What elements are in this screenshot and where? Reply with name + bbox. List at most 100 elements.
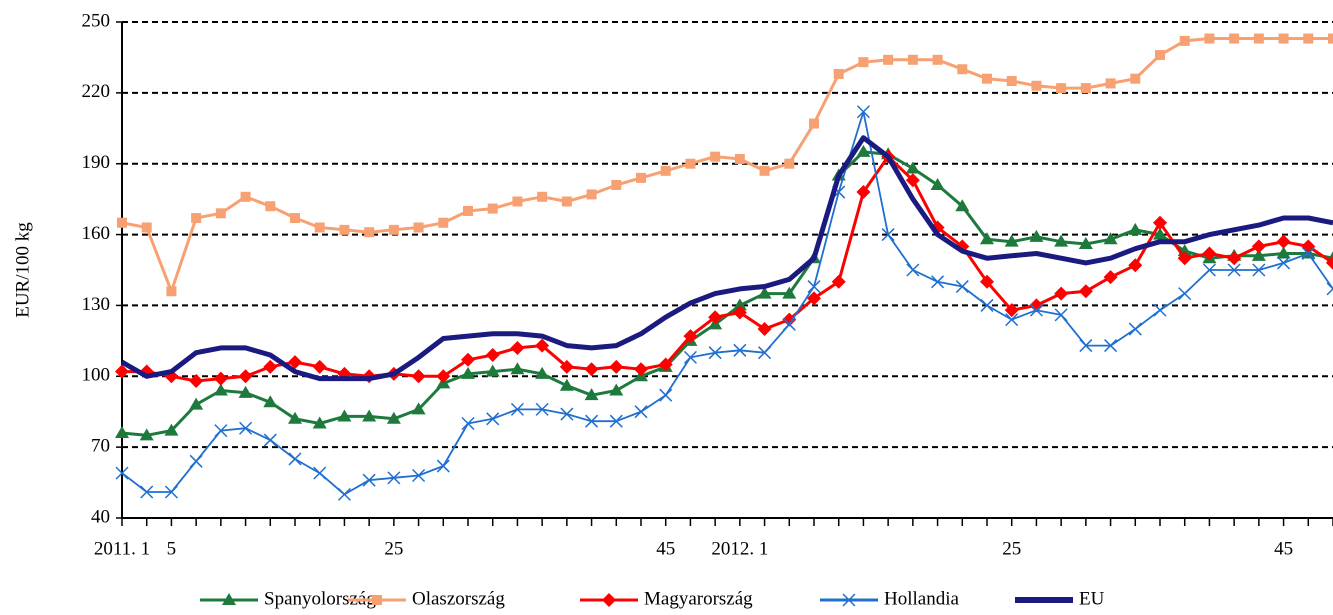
data-point bbox=[807, 291, 821, 306]
data-point bbox=[1303, 33, 1314, 44]
data-point bbox=[115, 425, 129, 438]
x-tick-label: 2011. 1 bbox=[94, 538, 150, 559]
data-point bbox=[1204, 33, 1215, 44]
data-point bbox=[782, 312, 797, 327]
data-point bbox=[980, 232, 994, 245]
data-point bbox=[413, 222, 424, 233]
y-tick-label: 220 bbox=[82, 81, 111, 102]
data-point bbox=[115, 364, 129, 379]
data-point bbox=[535, 366, 550, 379]
data-point bbox=[1080, 83, 1091, 94]
data-point bbox=[905, 161, 920, 174]
data-point bbox=[263, 433, 277, 447]
data-point bbox=[1004, 234, 1019, 247]
data-point bbox=[189, 397, 204, 410]
data-point bbox=[980, 298, 994, 312]
data-point bbox=[708, 310, 723, 325]
data-point bbox=[561, 196, 572, 207]
data-point bbox=[634, 362, 648, 377]
legend-label: Spanyolország bbox=[264, 588, 376, 609]
y-tick-label: 190 bbox=[82, 152, 111, 173]
data-point bbox=[930, 177, 945, 190]
data-point bbox=[337, 409, 352, 422]
data-point bbox=[559, 359, 574, 374]
data-point bbox=[362, 409, 377, 422]
data-point bbox=[510, 362, 525, 375]
y-tick-label: 70 bbox=[91, 436, 110, 457]
data-point bbox=[117, 217, 127, 228]
legend-marker bbox=[372, 595, 382, 605]
data-point bbox=[436, 459, 450, 473]
data-point bbox=[658, 357, 673, 372]
data-point bbox=[1326, 282, 1333, 296]
data-point bbox=[734, 153, 745, 164]
data-point bbox=[1128, 258, 1143, 273]
data-point bbox=[364, 227, 375, 238]
data-point bbox=[238, 385, 253, 398]
data-point bbox=[191, 213, 202, 224]
legend-marker bbox=[602, 593, 616, 607]
data-point bbox=[907, 54, 918, 65]
data-point bbox=[412, 468, 426, 483]
data-point bbox=[1056, 83, 1067, 94]
data-point bbox=[1079, 339, 1093, 353]
x-tick-label: 25 bbox=[384, 538, 403, 559]
data-point bbox=[809, 118, 819, 129]
data-point bbox=[1153, 303, 1167, 317]
data-point bbox=[314, 222, 325, 233]
x-tick-label: 5 bbox=[167, 538, 177, 559]
data-point bbox=[732, 298, 747, 311]
data-point bbox=[1005, 313, 1019, 327]
legend-label: Hollandia bbox=[884, 588, 959, 609]
data-point bbox=[856, 185, 871, 200]
data-point bbox=[1103, 270, 1118, 285]
data-point bbox=[141, 222, 152, 233]
data-point bbox=[265, 201, 276, 212]
legend-label: EU bbox=[1079, 588, 1105, 609]
data-point bbox=[586, 189, 597, 200]
data-point bbox=[1004, 303, 1019, 318]
data-point bbox=[1078, 284, 1093, 299]
data-point bbox=[1006, 76, 1017, 87]
data-point bbox=[955, 280, 969, 294]
data-point bbox=[1078, 237, 1093, 250]
data-point bbox=[166, 286, 177, 297]
data-point bbox=[584, 388, 599, 401]
data-point bbox=[1202, 246, 1217, 261]
data-point bbox=[487, 203, 498, 214]
data-point bbox=[535, 338, 550, 353]
x-tick-label: 45 bbox=[1274, 538, 1293, 559]
data-point bbox=[362, 473, 376, 487]
data-point bbox=[609, 383, 624, 396]
data-point bbox=[957, 64, 968, 75]
data-point bbox=[708, 346, 722, 360]
data-point bbox=[436, 369, 451, 384]
data-point bbox=[189, 374, 204, 389]
data-point bbox=[685, 158, 696, 169]
y-tick-label: 40 bbox=[91, 506, 110, 527]
data-point bbox=[660, 165, 671, 176]
data-point bbox=[1251, 239, 1266, 254]
data-point bbox=[1253, 33, 1264, 44]
data-point bbox=[312, 359, 327, 374]
data-point bbox=[559, 378, 574, 391]
data-point bbox=[438, 217, 449, 228]
data-point bbox=[1326, 255, 1333, 270]
data-point bbox=[139, 428, 154, 441]
data-point bbox=[1029, 229, 1044, 242]
data-point bbox=[906, 263, 920, 277]
data-point bbox=[1301, 246, 1315, 260]
data-point bbox=[485, 364, 500, 377]
data-point bbox=[611, 179, 622, 190]
data-point bbox=[387, 471, 401, 485]
data-point bbox=[584, 362, 599, 377]
data-point bbox=[609, 414, 623, 428]
series-line bbox=[120, 135, 1333, 382]
data-point bbox=[831, 274, 846, 289]
data-point bbox=[1229, 33, 1240, 44]
data-point bbox=[883, 54, 894, 65]
data-point bbox=[759, 165, 770, 176]
series-line bbox=[121, 37, 1333, 293]
data-point bbox=[634, 405, 648, 419]
